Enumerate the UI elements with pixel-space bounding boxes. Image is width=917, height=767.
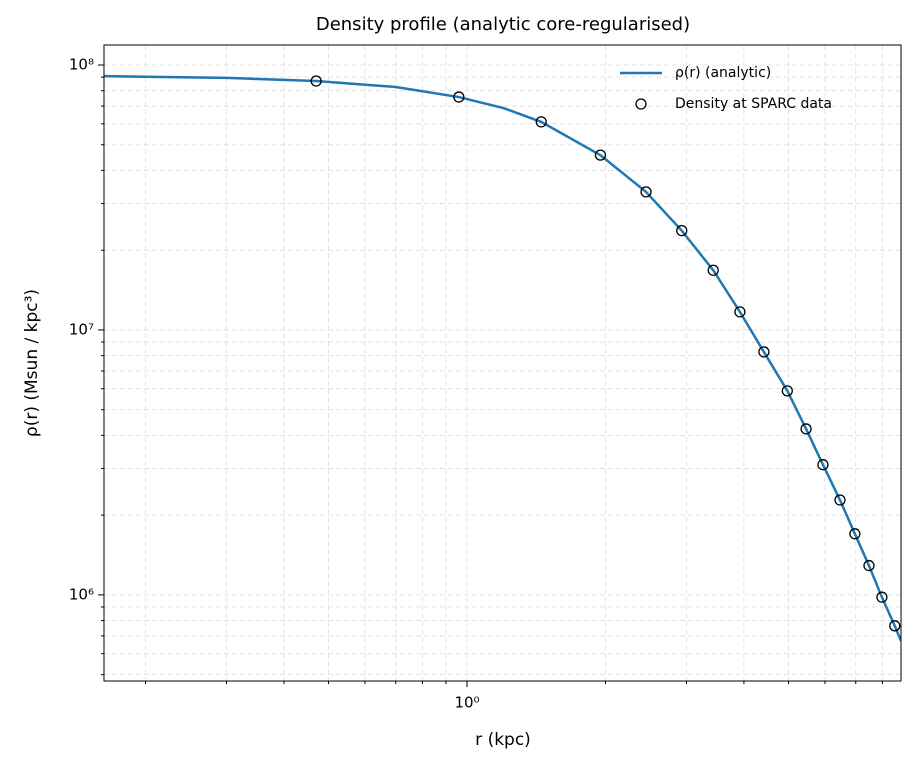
legend: ρ(r) (analytic) Density at SPARC data bbox=[620, 65, 832, 112]
data-point bbox=[863, 559, 875, 572]
y-tick-label: 10⁶ bbox=[69, 585, 94, 603]
data-point bbox=[676, 225, 688, 237]
legend-label: Density at SPARC data bbox=[675, 96, 832, 112]
legend-label: ρ(r) (analytic) bbox=[675, 65, 771, 81]
density-curve bbox=[104, 74, 901, 642]
data-point bbox=[734, 306, 746, 318]
y-tick-label: 10⁷ bbox=[69, 320, 94, 338]
plot-frame bbox=[103, 44, 902, 682]
data-point bbox=[876, 591, 888, 603]
grid bbox=[104, 45, 901, 681]
y-tick-label: 10⁸ bbox=[69, 56, 94, 74]
data-point bbox=[310, 75, 322, 87]
chart-title: Density profile (analytic core-regularis… bbox=[316, 14, 690, 35]
data-point bbox=[535, 116, 547, 128]
data-point bbox=[758, 346, 770, 358]
data-point bbox=[849, 528, 861, 540]
legend-swatch bbox=[635, 98, 647, 110]
data-point bbox=[889, 620, 901, 632]
plot-area bbox=[104, 74, 901, 642]
data-point bbox=[640, 186, 652, 198]
data-point bbox=[453, 91, 465, 103]
y-axis-label: ρ(r) (Msun / kpc³) bbox=[22, 289, 42, 437]
x-tick-label: 10⁰ bbox=[454, 694, 479, 712]
data-point bbox=[800, 423, 812, 435]
data-point bbox=[707, 264, 719, 276]
data-point bbox=[781, 385, 793, 397]
data-point bbox=[817, 459, 829, 471]
x-axis-label: r (kpc) bbox=[475, 730, 531, 750]
data-point bbox=[834, 494, 846, 506]
data-point bbox=[594, 149, 607, 161]
